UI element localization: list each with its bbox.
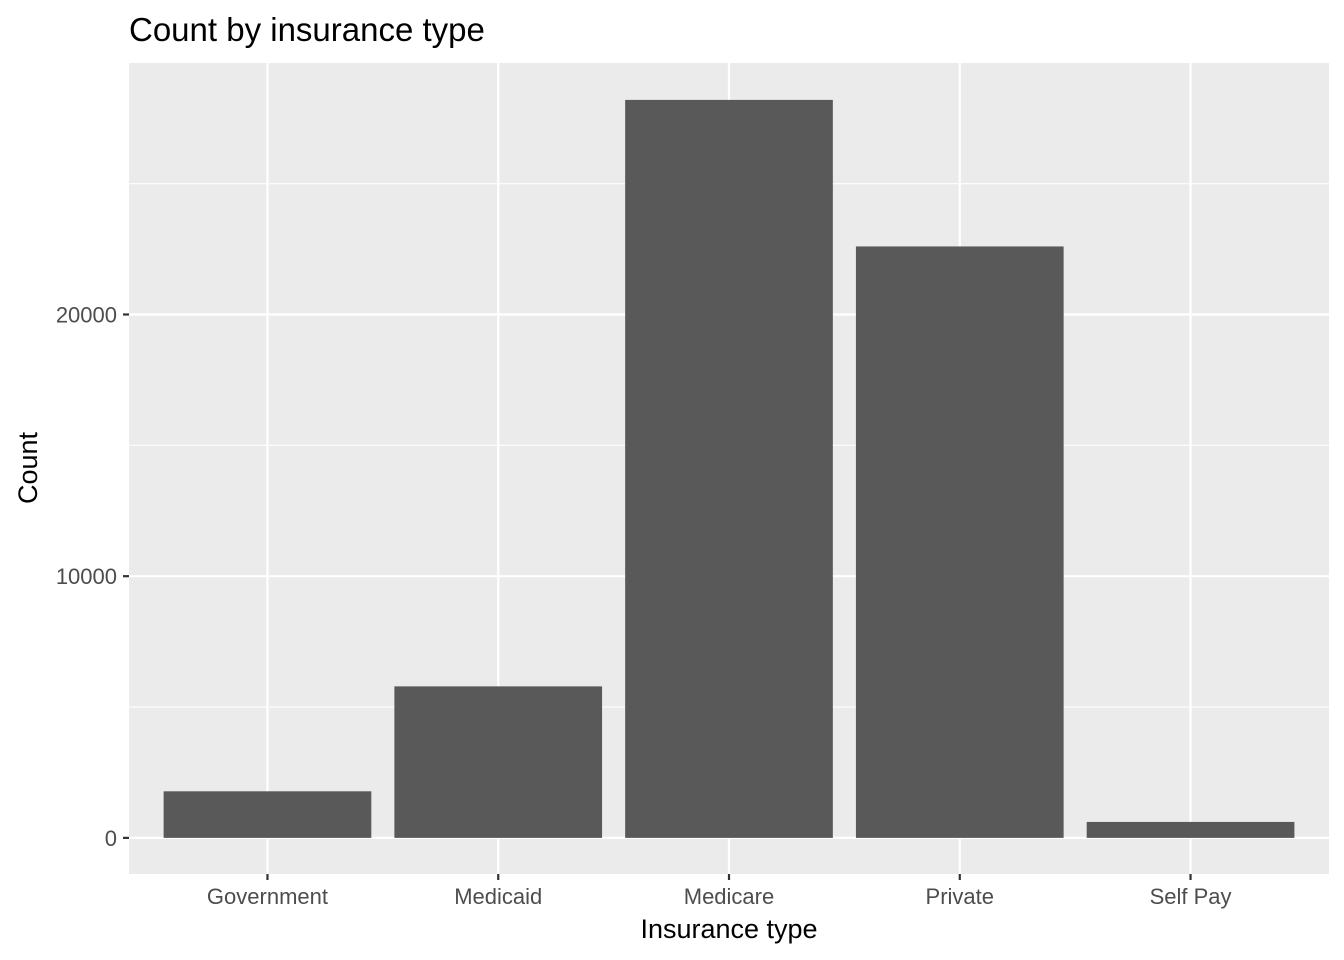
- x-tick-label: Self Pay: [1150, 884, 1232, 909]
- x-axis: Government Medicaid Medicare Private Self Pa…: [207, 874, 1232, 909]
- x-tick-label: Medicaid: [454, 884, 542, 909]
- x-axis-title: Insurance type: [640, 914, 817, 944]
- y-axis: 0 10000 20000: [56, 302, 129, 851]
- bar: [855, 246, 1064, 838]
- x-tick-label: Medicare: [684, 884, 774, 909]
- x-tick-label: Government: [207, 884, 328, 909]
- y-tick-label: 10000: [56, 564, 117, 589]
- chart-title: Count by insurance type: [129, 11, 485, 48]
- bar: [394, 686, 603, 838]
- y-tick-label: 0: [105, 826, 117, 851]
- bars: [163, 99, 1295, 838]
- bar: [1086, 821, 1295, 838]
- bar: [625, 99, 833, 838]
- y-tick-label: 20000: [56, 302, 117, 327]
- bar: [163, 791, 372, 838]
- x-tick-label: Private: [926, 884, 994, 909]
- y-axis-title: Count: [13, 431, 43, 504]
